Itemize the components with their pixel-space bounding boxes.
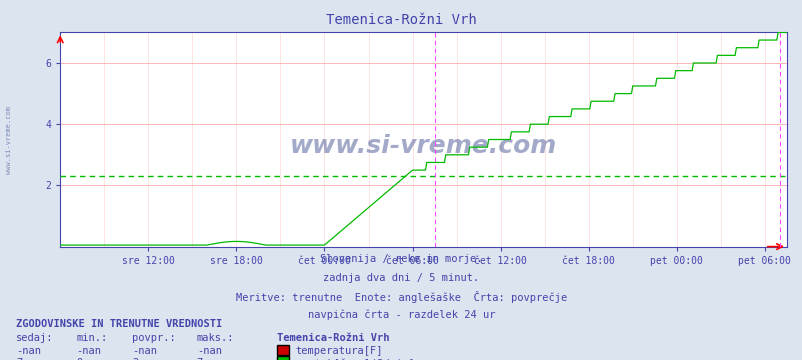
Text: temperatura[F]: temperatura[F] bbox=[295, 346, 383, 356]
Text: www.si-vreme.com: www.si-vreme.com bbox=[290, 134, 557, 158]
Text: sedaj:: sedaj: bbox=[16, 333, 54, 343]
Text: 7: 7 bbox=[196, 358, 203, 360]
Text: Meritve: trenutne  Enote: anglešaške  Črta: povprečje: Meritve: trenutne Enote: anglešaške Črta… bbox=[236, 291, 566, 303]
Text: www.si-vreme.com: www.si-vreme.com bbox=[6, 107, 12, 174]
Text: Slovenija / reke in morje.: Slovenija / reke in morje. bbox=[320, 254, 482, 264]
Text: ZGODOVINSKE IN TRENUTNE VREDNOSTI: ZGODOVINSKE IN TRENUTNE VREDNOSTI bbox=[16, 319, 222, 329]
Text: navpična črta - razdelek 24 ur: navpična črta - razdelek 24 ur bbox=[307, 310, 495, 320]
Text: zadnja dva dni / 5 minut.: zadnja dva dni / 5 minut. bbox=[323, 273, 479, 283]
Text: Temenica-Rožni Vrh: Temenica-Rožni Vrh bbox=[326, 13, 476, 27]
Text: povpr.:: povpr.: bbox=[132, 333, 176, 343]
Text: min.:: min.: bbox=[76, 333, 107, 343]
Text: -nan: -nan bbox=[196, 346, 221, 356]
Text: -nan: -nan bbox=[76, 346, 101, 356]
Text: 0: 0 bbox=[76, 358, 83, 360]
Text: -nan: -nan bbox=[16, 346, 41, 356]
Text: 2: 2 bbox=[132, 358, 139, 360]
Text: -nan: -nan bbox=[132, 346, 157, 356]
Text: pretok[čevelj3/min]: pretok[čevelj3/min] bbox=[295, 358, 414, 360]
Text: maks.:: maks.: bbox=[196, 333, 234, 343]
Text: 7: 7 bbox=[16, 358, 22, 360]
Text: Temenica-Rožni Vrh: Temenica-Rožni Vrh bbox=[277, 333, 389, 343]
